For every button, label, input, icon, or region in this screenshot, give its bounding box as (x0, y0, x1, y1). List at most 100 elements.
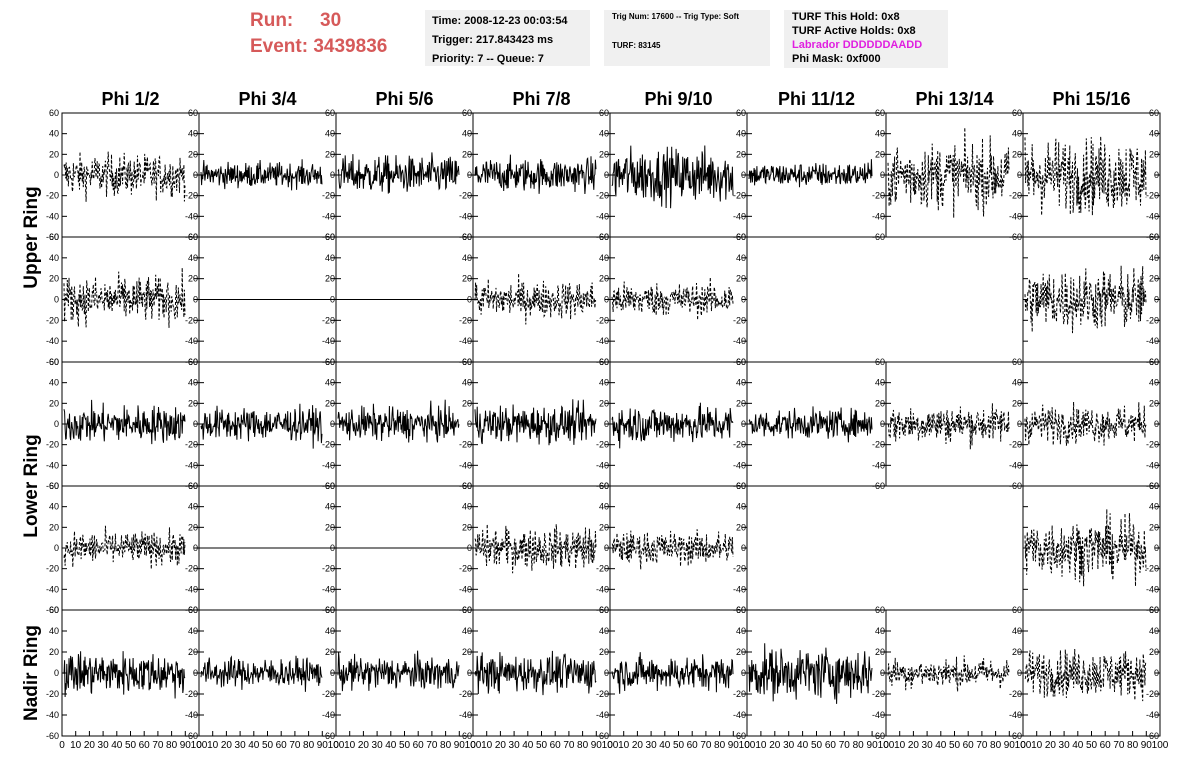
y-tick-label: 20 (325, 522, 335, 532)
y-tick-label: 0 (54, 419, 59, 429)
y-tick-label: -20 (185, 440, 198, 450)
x-tick-label: 90 (317, 740, 329, 751)
y-tick-label: -40 (322, 710, 335, 720)
y-tick-label: 0 (604, 295, 609, 305)
y-tick-label: 20 (49, 647, 59, 657)
y-tick-label: -20 (185, 315, 198, 325)
y-tick-label: -20 (185, 191, 198, 201)
y-tick-label: 0 (741, 295, 746, 305)
y-tick-label: -20 (596, 191, 609, 201)
waveform-trace (337, 399, 460, 443)
y-tick-label: 0 (604, 543, 609, 553)
y-tick-label: 20 (188, 274, 198, 284)
y-tick-label: 40 (1149, 253, 1159, 263)
x-tick-label: 10 (894, 740, 906, 751)
x-tick-label: 20 (84, 740, 96, 751)
y-tick-label: -40 (872, 211, 885, 221)
y-tick-label: 20 (599, 522, 609, 532)
y-tick-label: -40 (733, 336, 746, 346)
y-tick-label: -60 (872, 481, 885, 491)
x-tick-label: 20 (632, 740, 644, 751)
time-info-box: Time: 2008-12-23 00:03:54 Trigger: 217.8… (425, 10, 590, 66)
y-tick-label: -40 (733, 460, 746, 470)
y-tick-label: 20 (462, 274, 472, 284)
x-tick-label: 90 (728, 740, 740, 751)
waveform-trace (887, 127, 1010, 218)
panel-frame (609, 485, 748, 611)
y-tick-label: -20 (733, 440, 746, 450)
y-tick-label: 40 (188, 378, 198, 388)
x-tick-label: 70 (839, 740, 851, 751)
y-tick-label: 20 (49, 149, 59, 159)
x-tick-label: 0 (607, 740, 613, 751)
y-tick-label: 40 (736, 378, 746, 388)
y-tick-label: 60 (736, 108, 746, 118)
y-tick-label: 40 (875, 378, 885, 388)
y-tick-label: -20 (459, 440, 472, 450)
y-tick-label: 20 (1149, 522, 1159, 532)
x-tick-label: 30 (646, 740, 658, 751)
y-tick-label: -20 (185, 564, 198, 574)
x-tick-label: 60 (550, 740, 562, 751)
y-tick-label: -20 (1146, 440, 1159, 450)
y-tick-label: 60 (462, 605, 472, 615)
y-tick-label: -40 (46, 336, 59, 346)
y-tick-label: -40 (1009, 460, 1022, 470)
ring-label: Upper Ring (21, 186, 42, 288)
y-tick-label: 60 (1149, 481, 1159, 491)
y-tick-label: 60 (188, 481, 198, 491)
y-tick-label: 0 (741, 419, 746, 429)
run-value: 30 (320, 10, 342, 31)
y-tick-label: -40 (733, 211, 746, 221)
x-tick-label: 80 (853, 740, 865, 751)
y-tick-label: 60 (462, 357, 472, 367)
waveform-trace (611, 652, 734, 694)
y-tick-label: 60 (1012, 108, 1022, 118)
y-tick-label: -20 (46, 564, 59, 574)
y-tick-label: -40 (46, 710, 59, 720)
waveform-trace (1024, 401, 1147, 446)
x-tick-label: 40 (1072, 740, 1084, 751)
x-tick-label: 100 (328, 740, 345, 751)
y-tick-label: 20 (325, 274, 335, 284)
y-tick-label: 60 (875, 357, 885, 367)
y-tick-label: 60 (1149, 605, 1159, 615)
y-tick-label: -40 (322, 211, 335, 221)
x-tick-label: 60 (413, 740, 425, 751)
column-header: Phi 5/6 (375, 89, 433, 109)
y-tick-label: 20 (599, 149, 609, 159)
y-tick-label: 20 (736, 522, 746, 532)
column-header: Phi 7/8 (512, 89, 570, 109)
y-tick-label: -20 (1146, 191, 1159, 201)
y-tick-label: 60 (188, 108, 198, 118)
x-tick-label: 90 (180, 740, 192, 751)
y-tick-label: 60 (462, 232, 472, 242)
y-tick-label: 0 (54, 543, 59, 553)
y-tick-label: 0 (1154, 295, 1159, 305)
y-tick-label: -40 (596, 460, 609, 470)
y-tick-label: -40 (46, 211, 59, 221)
waveform-trace (63, 525, 186, 570)
trigger-text: Trigger: 217.843423 ms (432, 34, 554, 46)
y-tick-label: 40 (462, 502, 472, 512)
y-tick-label: 0 (330, 419, 335, 429)
x-tick-label: 70 (152, 740, 164, 751)
y-tick-label: 20 (325, 398, 335, 408)
event-value: 3439836 (313, 36, 388, 57)
y-tick-label: 40 (736, 626, 746, 636)
y-tick-label: -60 (1009, 232, 1022, 242)
x-tick-label: 30 (372, 740, 384, 751)
y-tick-label: -40 (185, 211, 198, 221)
y-tick-label: -60 (1146, 731, 1159, 741)
y-tick-label: -20 (596, 689, 609, 699)
y-tick-label: -20 (596, 440, 609, 450)
y-tick-label: 60 (599, 108, 609, 118)
x-tick-label: 60 (963, 740, 975, 751)
y-tick-label: 0 (1154, 543, 1159, 553)
y-tick-label: -40 (1146, 211, 1159, 221)
y-tick-label: -20 (1146, 315, 1159, 325)
x-tick-label: 80 (303, 740, 315, 751)
y-tick-label: 60 (1149, 108, 1159, 118)
y-tick-label: 60 (736, 232, 746, 242)
y-tick-label: -40 (46, 584, 59, 594)
